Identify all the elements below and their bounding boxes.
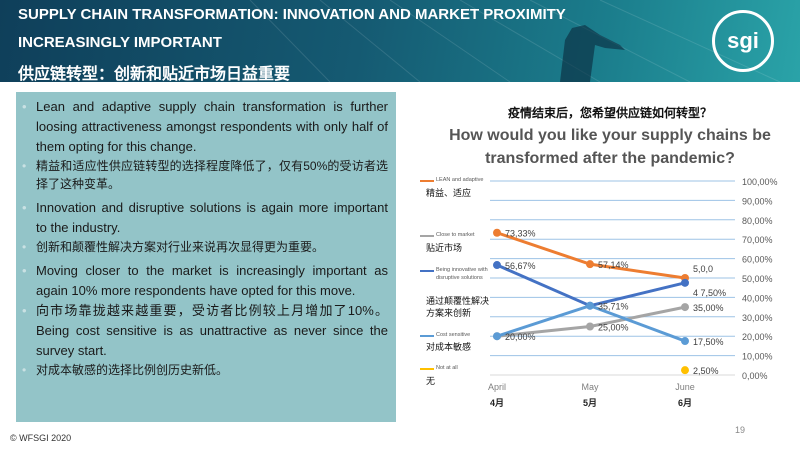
data-point <box>681 337 689 346</box>
bullet-item: 向市场靠拢越来越重要，受访者比例较上月增加了10%。 Being cost se… <box>22 301 388 361</box>
legend-label: Cost sensitive <box>436 332 471 338</box>
data-label: 4 7,50% <box>693 288 726 298</box>
header-banner: SUPPLY CHAIN TRANSFORMATION: INNOVATION … <box>0 0 800 82</box>
y-tick-label: 20,00% <box>742 332 773 342</box>
bullet-item: 创新和颠覆性解决方案对行业来说再次显得更为重要。 <box>22 238 388 256</box>
series-line <box>496 263 686 308</box>
legend-label-cn: 精益、适应 <box>426 188 472 198</box>
bullet-item: 精益和适应性供应链转型的选择程度降低了，仅有50%的受访者选择了这种变革。 <box>22 157 388 193</box>
data-label: 5,0,0 <box>693 264 713 274</box>
y-tick-label: 50,00% <box>742 274 773 284</box>
data-point <box>586 322 594 331</box>
legend-label-cn: 无 <box>426 376 436 386</box>
y-tick-label: 70,00% <box>742 235 773 245</box>
data-label: 20,00% <box>505 332 536 342</box>
y-tick-label: 90,00% <box>742 196 773 206</box>
data-label: 25,00% <box>598 323 629 333</box>
legend-label-cn: 贴近市场 <box>426 243 463 253</box>
bullet-item: Innovation and disruptive solutions is a… <box>22 198 388 238</box>
x-tick-label-cn: 4月 <box>490 398 504 408</box>
data-label: 57,14% <box>598 260 629 270</box>
x-tick-label-cn: 5月 <box>583 398 597 408</box>
x-tick-label: June <box>675 382 695 392</box>
y-tick-label: 60,00% <box>742 255 773 265</box>
data-label: 35,71% <box>598 302 629 312</box>
data-label: 2,50% <box>693 366 719 376</box>
legend-item: Being innovative with disruptive solutio… <box>420 267 490 318</box>
bullet-list: Lean and adaptive supply chain transform… <box>16 92 396 379</box>
title-chinese: 供应链转型：创新和贴近市场日益重要 <box>18 66 291 82</box>
data-point <box>493 228 501 237</box>
y-tick-label: 30,00% <box>742 313 773 323</box>
copyright: © WFSGI 2020 <box>10 433 72 443</box>
legend-label-cn: 通过颠覆性解决方案来创新 <box>426 296 490 318</box>
summary-box: Lean and adaptive supply chain transform… <box>16 92 396 422</box>
data-label: 35,00% <box>693 303 724 313</box>
series-4: 2,50% <box>681 366 719 376</box>
data-point <box>493 332 501 341</box>
series-0: 73,33% 57,14% 5,0,0 <box>493 228 713 282</box>
series-3: 20,00% 35,71% 17,50% <box>493 301 724 347</box>
x-tick-label-cn: 6月 <box>678 398 692 408</box>
legend-item: LEAN and adaptive 精益、适应 <box>420 177 484 198</box>
data-point <box>586 260 594 269</box>
x-tick-label: April <box>488 382 506 392</box>
bullet-item: Moving closer to the market is increasin… <box>22 261 388 301</box>
page-number: 19 <box>735 425 746 435</box>
chart-title-chinese: 疫情结束后，您希望供应链如何转型？ <box>507 106 712 120</box>
legend-item: Close to market 贴近市场 <box>420 232 475 253</box>
data-label: 17,50% <box>693 337 724 347</box>
y-tick-label: 40,00% <box>742 293 773 303</box>
legend-label: Not at all <box>436 365 458 371</box>
legend-label-cn: 对成本敏感 <box>426 342 472 352</box>
legend-label: Being innovative with disruptive solutio… <box>436 267 488 281</box>
title-line-2: INCREASINGLY IMPORTANT <box>18 34 222 51</box>
data-point <box>681 366 689 375</box>
x-tick-label: May <box>581 382 599 392</box>
y-tick-label: 80,00% <box>742 216 773 226</box>
data-label: 56,67% <box>505 261 536 271</box>
data-point <box>681 303 689 312</box>
legend-label: LEAN and adaptive <box>436 177 484 183</box>
data-label: 73,33% <box>505 229 536 239</box>
data-point <box>493 261 501 270</box>
data-point <box>586 301 594 310</box>
wfsgi-logo: sgi <box>712 10 774 72</box>
chart-title: How would you like your supply chains be… <box>449 127 771 167</box>
y-tick-label: 10,00% <box>742 352 773 362</box>
legend-item: Cost sensitive 对成本敏感 <box>420 332 472 352</box>
y-tick-label: 0,00% <box>742 371 768 381</box>
y-tick-label: 100,00% <box>742 177 778 187</box>
title-line-1: SUPPLY CHAIN TRANSFORMATION: INNOVATION … <box>18 6 566 23</box>
bullet-item: 对成本敏感的选择比例创历史新低。 <box>22 361 388 379</box>
bullet-item: Lean and adaptive supply chain transform… <box>22 97 388 157</box>
data-point <box>681 278 689 287</box>
legend-label: Close to market <box>436 232 475 238</box>
